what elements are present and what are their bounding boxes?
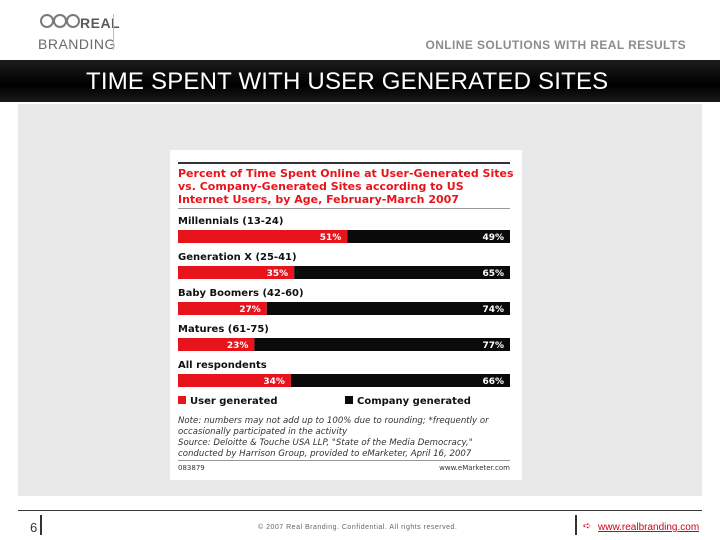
data-label-user: 27% [239,305,261,315]
page-number: 6 [30,520,38,535]
data-label-company: 66% [482,377,504,387]
legend-label-company: Company generated [357,396,471,407]
chart-title-rule [178,208,510,209]
chart-title-line: Percent of Time Spent Online at User-Gen… [178,167,514,180]
chart-source-line: conducted by Harrison Group, provided to… [178,449,472,459]
chart-note-line: Note: numbers may not add up to 100% due… [178,416,489,426]
chart-top-rule [178,162,510,164]
data-label-company: 65% [482,269,504,279]
title-bar: TIME SPENT WITH USER GENERATED SITES [0,60,720,102]
data-label-user: 51% [320,233,342,243]
logo-mark-icon [40,14,102,34]
category-label: Generation X (25-41) [178,252,297,263]
slide-title: TIME SPENT WITH USER GENERATED SITES [86,68,609,95]
bar-user-generated [178,374,291,387]
chart-title-line: vs. Company-Generated Sites according to… [178,180,464,193]
chart-credit: www.eMarketer.com [439,464,510,472]
category-label: Millennials (13-24) [178,216,283,227]
chart-id: 083879 [178,464,205,472]
data-label-company: 49% [482,233,504,243]
arrow-icon: ➪ [583,521,592,532]
footer-tick-left [40,515,42,535]
footer-tick-right [575,515,577,535]
bar-company-generated [290,374,510,387]
bar-user-generated [178,230,348,243]
website-link[interactable]: www.realbranding.com [598,522,700,533]
logo-divider [113,14,114,50]
category-label: Baby Boomers (42-60) [178,288,304,299]
category-label: Matures (61-75) [178,324,269,335]
copyright-text: © 2007 Real Branding. Confidential. All … [258,524,458,531]
bar-company-generated [254,338,510,351]
data-label-company: 74% [482,305,504,315]
real-branding-logo: REAL BRANDING [36,12,120,54]
bar-user-generated [178,302,267,315]
data-label-company: 77% [482,341,504,351]
bar-company-generated [347,230,510,243]
category-label: All respondents [178,360,267,371]
chart-container: Percent of Time Spent Online at User-Gen… [170,150,522,480]
logo-text-branding: BRANDING [38,36,116,52]
chart-source-line: Source: Deloitte & Touche USA LLP, "Stat… [178,438,473,448]
bar-user-generated [178,266,295,279]
legend-swatch-user [178,396,186,404]
chart-note-line: occasionally participated in the activit… [178,427,348,437]
data-label-user: 23% [227,341,249,351]
chart-bottom-rule [178,460,510,461]
data-label-user: 35% [267,269,289,279]
stacked-bar-chart: Percent of Time Spent Online at User-Gen… [178,162,514,472]
legend-label-user: User generated [190,396,278,407]
bar-company-generated [294,266,510,279]
logo-text-real: REAL [80,15,121,31]
data-label-user: 34% [263,377,285,387]
tagline: ONLINE SOLUTIONS WITH REAL RESULTS [425,38,686,52]
bar-company-generated [266,302,510,315]
chart-title-line: Internet Users, by Age, February-March 2… [178,193,459,206]
bar-user-generated [178,338,255,351]
footer-divider [18,510,702,511]
legend-swatch-company [345,396,353,404]
